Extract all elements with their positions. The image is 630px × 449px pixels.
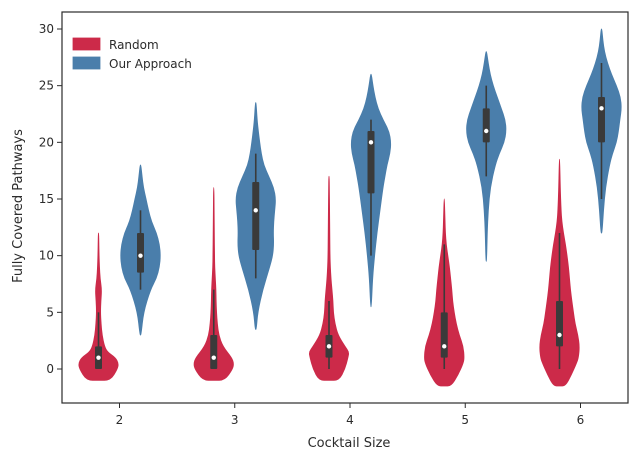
violin-median-dot xyxy=(484,128,489,134)
plot-background xyxy=(62,12,628,403)
y-tick-label: 25 xyxy=(39,79,54,93)
violin-our-approach-6 xyxy=(581,28,622,234)
legend: Random Our Approach xyxy=(72,37,192,71)
legend-item-our-approach: Our Approach xyxy=(72,56,192,71)
violin-iqr-box xyxy=(367,131,375,194)
y-tick-label: 10 xyxy=(39,249,54,263)
y-axis-label: Fully Covered Pathways xyxy=(11,129,26,283)
x-tick-label: 5 xyxy=(461,413,469,427)
violin-median-dot xyxy=(557,332,562,338)
violin-iqr-box xyxy=(137,233,144,273)
legend-label: Our Approach xyxy=(109,57,192,71)
y-tick-label: 20 xyxy=(39,135,54,149)
x-tick-label: 2 xyxy=(116,413,124,427)
y-tick-label: 30 xyxy=(39,22,54,36)
violin-random-2 xyxy=(78,232,119,381)
legend-swatch xyxy=(72,37,101,51)
x-tick-label: 3 xyxy=(231,413,239,427)
legend-swatch xyxy=(72,56,101,70)
violin-median-dot xyxy=(442,344,447,349)
x-axis-label: Cocktail Size xyxy=(308,436,391,449)
axes-layer: 0 5 10 15 20 25 30 2 3 4 5 6 xyxy=(39,11,629,427)
violin-iqr-box xyxy=(482,108,490,143)
legend-item-random: Random xyxy=(72,37,159,52)
violin-median-dot xyxy=(599,106,604,111)
violin-median-dot xyxy=(211,355,216,360)
violin-our-approach-5 xyxy=(466,51,507,262)
violin-iqr-box xyxy=(598,97,605,143)
violin-iqr-box xyxy=(210,335,218,369)
violin-median-dot xyxy=(368,140,374,145)
violin-our-approach-4 xyxy=(350,73,392,308)
violin-random-6 xyxy=(539,158,580,387)
violin-median-dot xyxy=(326,344,332,349)
violins-layer xyxy=(78,28,622,387)
violin-body xyxy=(193,187,234,381)
violin-random-5 xyxy=(424,198,465,387)
plot-area xyxy=(62,12,628,403)
violin-median-dot xyxy=(96,355,101,360)
plot-frame xyxy=(61,11,629,404)
violin-iqr-box xyxy=(440,312,448,358)
x-tick-label: 6 xyxy=(577,413,585,427)
violin-random-3 xyxy=(193,187,234,381)
violin-our-approach-3 xyxy=(235,102,276,330)
violin-median-dot xyxy=(138,253,143,258)
violin-iqr-box xyxy=(556,301,563,347)
violin-body xyxy=(309,175,349,381)
y-tick-label: 15 xyxy=(39,192,54,206)
y-tick-label: 5 xyxy=(46,305,54,319)
violin-our-approach-2 xyxy=(120,164,161,336)
violin-iqr-box xyxy=(252,182,260,250)
violin-body xyxy=(78,232,119,381)
violin-random-4 xyxy=(309,175,349,381)
y-tick-label: 0 xyxy=(46,362,54,376)
x-tick-label: 4 xyxy=(346,413,354,427)
violin-median-dot xyxy=(253,208,258,213)
legend-label: Random xyxy=(109,38,159,52)
